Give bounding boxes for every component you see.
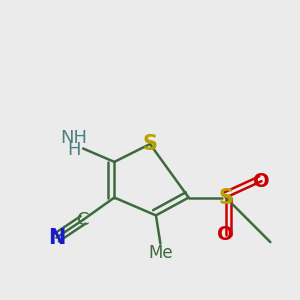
Text: S: S: [142, 134, 158, 154]
Text: N: N: [48, 228, 65, 248]
Text: O: O: [218, 225, 234, 244]
Text: NH: NH: [61, 129, 88, 147]
Text: C: C: [77, 211, 89, 229]
Text: Me: Me: [148, 244, 173, 262]
Text: H: H: [68, 141, 81, 159]
Text: S: S: [218, 188, 233, 208]
Text: O: O: [253, 172, 270, 191]
